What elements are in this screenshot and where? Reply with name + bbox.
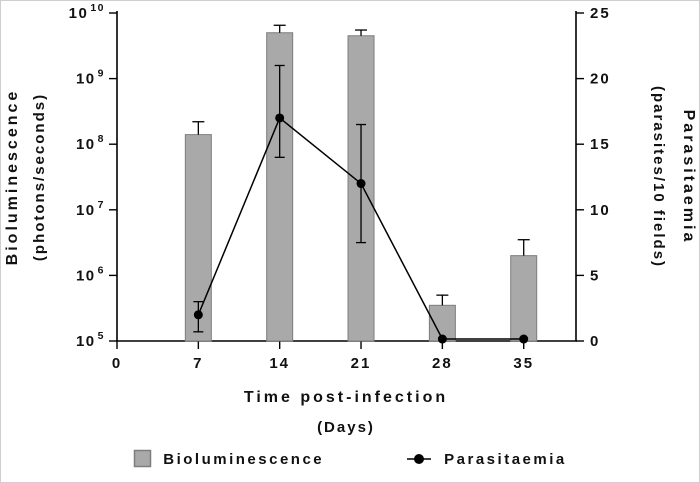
x-axis-tick-label: 35 <box>513 355 534 372</box>
right-axis-subtitle: (parasites/10 fields) <box>650 85 667 269</box>
left-axis-subtitle: (photons/seconds) <box>31 92 48 262</box>
right-axis-tick-label: 0 <box>590 333 600 350</box>
right-axis-title: Parasitaemia <box>680 109 697 245</box>
right-axis-tick-label: 25 <box>590 5 611 22</box>
x-axis-tick-label: 14 <box>269 355 290 372</box>
left-axis-tick-label: 10 10 <box>69 2 105 22</box>
legend-item-parasitaemia: Parasitaemia <box>404 451 567 468</box>
legend-label-parasitaemia: Parasitaemia <box>444 450 567 468</box>
parasitaemia-point-day-28 <box>437 334 447 344</box>
x-axis-tick-label: 0 <box>112 355 122 372</box>
legend-label-bioluminescence: Bioluminescence <box>163 450 325 468</box>
bar-day-35 <box>510 255 538 342</box>
x-axis-tick-label: 7 <box>193 355 203 372</box>
line-marker-icon <box>407 454 432 464</box>
x-axis-subtitle: (Days) <box>317 419 375 436</box>
x-axis-tick-label: 28 <box>432 355 453 372</box>
parasitaemia-point-day-14 <box>275 113 285 123</box>
left-axis-tick-label: 10 8 <box>76 133 105 153</box>
parasitaemia-point-day-21 <box>356 179 366 189</box>
x-axis-title: Time post-infection <box>243 389 449 406</box>
right-axis-tick-label: 20 <box>590 71 611 88</box>
right-axis-tick-label: 10 <box>590 202 611 219</box>
bar-swatch-icon <box>134 449 152 468</box>
left-axis-tick-label: 10 6 <box>76 264 105 284</box>
left-axis-title: Bioluminescence <box>4 88 21 266</box>
right-axis-tick-label: 15 <box>590 136 611 153</box>
parasitaemia-point-day-7 <box>193 310 203 320</box>
legend-item-bioluminescence: Bioluminescence <box>133 449 324 469</box>
legend: Bioluminescence Parasitaemia <box>1 449 699 469</box>
right-axis-tick-label: 5 <box>590 267 600 284</box>
left-axis-tick-label: 10 9 <box>76 68 105 88</box>
x-axis-tick-label: 21 <box>351 355 372 372</box>
left-axis-tick-label: 10 5 <box>76 330 105 350</box>
left-axis-tick-label: 10 7 <box>76 199 105 219</box>
parasitaemia-point-day-35 <box>519 334 529 344</box>
